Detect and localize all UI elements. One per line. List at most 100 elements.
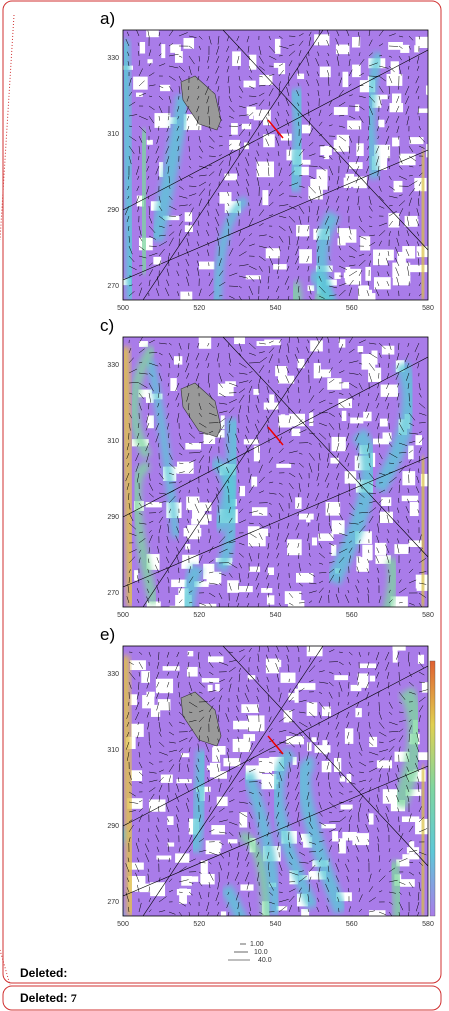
vector-arrow (186, 95, 190, 102)
vector-arrow (298, 472, 303, 480)
vector-arrow (288, 482, 294, 490)
vector-arrow (276, 572, 280, 580)
white-patch (200, 860, 208, 874)
vector-arrow (147, 568, 150, 574)
vector-arrow (298, 205, 305, 214)
vector-arrow (248, 352, 256, 356)
vector-arrow (168, 442, 171, 448)
vector-arrow (175, 382, 180, 391)
vector-arrow (298, 875, 307, 883)
vector-arrow (348, 681, 350, 689)
vector-arrow (138, 245, 145, 251)
vector-arrow (148, 651, 151, 657)
vector-arrow (128, 284, 133, 287)
vector-arrow (248, 656, 251, 663)
vector-arrow (126, 711, 130, 719)
vector-arrow (267, 841, 270, 845)
vector-arrow (268, 781, 273, 788)
vector-arrow (288, 462, 296, 465)
vector-arrow (218, 572, 226, 576)
vector-arrow (298, 887, 302, 893)
vector-arrow (378, 498, 383, 504)
vector-arrow (326, 39, 330, 47)
vector-arrow (137, 175, 140, 180)
vector-arrow (308, 295, 312, 300)
vector-arrow (197, 518, 200, 524)
vector-arrow (366, 568, 370, 574)
vector-arrow (288, 450, 298, 454)
vector-arrow (218, 704, 221, 713)
legend-label: 40.0 (258, 957, 272, 964)
vector-arrow (298, 419, 303, 424)
vector-arrow (308, 117, 311, 127)
vector-arrow (335, 721, 340, 730)
vector-arrow (248, 791, 254, 794)
vector-arrow (306, 80, 310, 87)
vector-arrow (375, 412, 380, 422)
vector-arrow (348, 245, 357, 252)
vector-arrow (188, 35, 197, 38)
vector-arrow (176, 651, 180, 658)
vector-arrow (398, 719, 407, 723)
white-patch (392, 649, 398, 663)
white-patch (392, 262, 411, 279)
white-patch (426, 89, 428, 96)
vector-arrow (168, 711, 171, 716)
vector-arrow (268, 481, 274, 484)
vector-arrow (378, 765, 383, 773)
vector-arrow (365, 402, 370, 413)
vector-arrow (278, 225, 286, 231)
vector-arrow (238, 752, 242, 763)
vector-arrow (227, 881, 230, 886)
vector-arrow (168, 95, 172, 104)
vector-arrow (128, 502, 131, 510)
white-patch (148, 799, 166, 812)
vector-arrow (338, 337, 340, 344)
vector-arrow (325, 225, 330, 235)
vector-arrow (308, 851, 317, 853)
vector-arrow (188, 165, 192, 169)
vector-arrow (218, 168, 222, 177)
vector-arrow (358, 225, 366, 233)
x-tick-label: 560 (346, 305, 358, 312)
white-patch (338, 339, 346, 348)
vector-arrow (307, 908, 310, 913)
vector-arrow (307, 215, 310, 223)
vector-arrow (306, 502, 310, 509)
vector-arrow (138, 80, 145, 87)
vector-arrow (138, 372, 148, 375)
vector-arrow (227, 75, 230, 84)
vector-arrow (238, 486, 240, 494)
vector-arrow (168, 224, 173, 227)
vector-arrow (128, 347, 132, 354)
vector-arrow (248, 473, 252, 484)
y-tick-label: 330 (107, 671, 119, 678)
vector-arrow (236, 592, 240, 602)
vector-arrow (295, 781, 300, 791)
vector-arrow (408, 187, 416, 197)
y-tick-label: 310 (107, 438, 119, 445)
white-patch (187, 650, 194, 657)
vector-arrow (298, 50, 302, 57)
vector-arrow (267, 695, 270, 703)
vector-arrow (415, 85, 420, 94)
vector-arrow (328, 422, 335, 430)
vector-arrow (268, 354, 273, 364)
vector-arrow (377, 382, 380, 389)
vector-arrow (298, 572, 301, 576)
vector-arrow (217, 738, 220, 743)
vector-arrow (186, 392, 190, 402)
vector-arrow (378, 774, 382, 783)
vector-arrow (158, 492, 167, 495)
vector-arrow (378, 230, 386, 237)
vector-arrow (198, 188, 206, 197)
vector-arrow (138, 255, 147, 259)
vector-arrow (158, 769, 164, 773)
vector-arrow (367, 671, 370, 676)
vector-arrow (176, 823, 180, 833)
white-patch (309, 412, 314, 427)
vector-arrow (327, 76, 330, 87)
vector-arrow (135, 195, 140, 204)
vector-arrow (158, 125, 160, 131)
vector-arrow (258, 490, 265, 494)
